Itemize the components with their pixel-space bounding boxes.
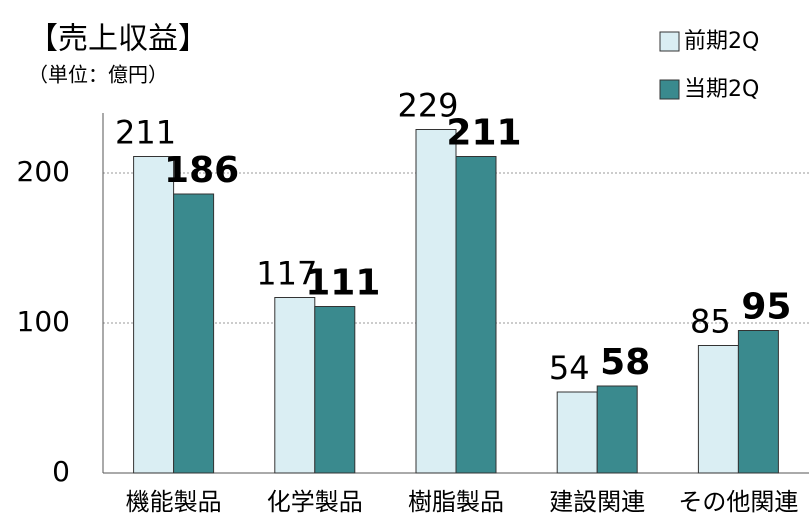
- legend-label: 前期2Q: [684, 29, 759, 54]
- bar: [596, 385, 638, 474]
- x-tick-label: 樹脂製品: [408, 488, 504, 516]
- value-label: 211: [446, 113, 521, 154]
- bar: [455, 156, 497, 474]
- bar: [737, 330, 779, 474]
- y-tick-label: 200: [17, 155, 70, 188]
- value-label: 186: [164, 150, 239, 191]
- value-label: 117: [256, 255, 317, 293]
- x-tick-label: 建設関連: [549, 488, 645, 516]
- bar: [697, 345, 739, 474]
- value-label: 54: [549, 349, 590, 387]
- bar: [133, 156, 175, 474]
- value-label: 111: [305, 263, 380, 304]
- y-tick-label: 0: [52, 455, 70, 488]
- value-label: 229: [397, 87, 458, 125]
- value-label: 85: [690, 303, 731, 341]
- x-tick-label: 化学製品: [267, 488, 363, 516]
- value-label: 95: [741, 287, 791, 328]
- chart-subtitle: （単位：億円）: [28, 63, 168, 87]
- x-tick-label: その他関連: [678, 488, 798, 516]
- bar: [556, 391, 598, 474]
- bar: [274, 297, 316, 474]
- value-label: 58: [600, 342, 650, 383]
- chart-title: 【売上収益】: [28, 22, 208, 57]
- bar: [173, 193, 215, 474]
- legend-label: 当期2Q: [684, 77, 759, 102]
- x-tick-label: 機能製品: [126, 488, 222, 516]
- value-label: 211: [115, 114, 176, 152]
- legend-swatch: [659, 31, 680, 52]
- bar: [314, 306, 356, 474]
- y-tick-label: 100: [17, 305, 70, 338]
- legend-swatch: [659, 79, 680, 100]
- bar: [415, 129, 457, 474]
